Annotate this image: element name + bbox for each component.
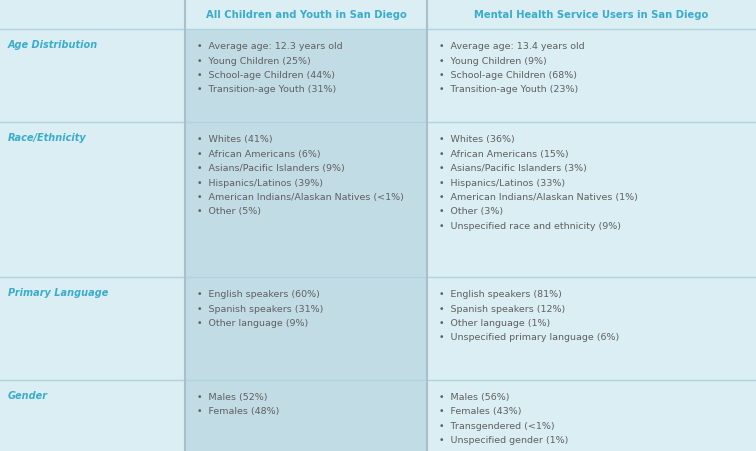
Text: •  Young Children (25%): • Young Children (25%) bbox=[197, 56, 311, 65]
Text: •  Unspecified gender (1%): • Unspecified gender (1%) bbox=[439, 436, 569, 445]
Text: •  School-age Children (68%): • School-age Children (68%) bbox=[439, 71, 577, 80]
Text: Gender: Gender bbox=[8, 390, 48, 400]
Text: •  Whites (41%): • Whites (41%) bbox=[197, 135, 273, 144]
Text: •  Whites (36%): • Whites (36%) bbox=[439, 135, 515, 144]
Text: •  Other language (9%): • Other language (9%) bbox=[197, 318, 308, 327]
Bar bbox=[185, 380, 427, 451]
Text: •  Unspecified race and ethnicity (9%): • Unspecified race and ethnicity (9%) bbox=[439, 221, 621, 230]
Text: •  Females (43%): • Females (43%) bbox=[439, 407, 522, 415]
Bar bbox=[185, 123, 427, 277]
Text: •  English speakers (81%): • English speakers (81%) bbox=[439, 290, 562, 299]
Text: •  Average age: 13.4 years old: • Average age: 13.4 years old bbox=[439, 42, 584, 51]
Text: •  Hispanics/Latinos (39%): • Hispanics/Latinos (39%) bbox=[197, 178, 324, 187]
Bar bbox=[185, 277, 427, 380]
Text: •  Transition-age Youth (23%): • Transition-age Youth (23%) bbox=[439, 85, 578, 94]
Text: Age Distribution: Age Distribution bbox=[8, 40, 98, 50]
Text: All Children and Youth in San Diego: All Children and Youth in San Diego bbox=[206, 10, 407, 20]
Bar bbox=[185, 30, 427, 123]
Text: •  Males (52%): • Males (52%) bbox=[197, 392, 268, 401]
Text: •  African Americans (15%): • African Americans (15%) bbox=[439, 149, 569, 158]
Text: •  Young Children (9%): • Young Children (9%) bbox=[439, 56, 547, 65]
Text: •  Females (48%): • Females (48%) bbox=[197, 407, 280, 415]
Text: •  School-age Children (44%): • School-age Children (44%) bbox=[197, 71, 335, 80]
Text: Race/Ethnicity: Race/Ethnicity bbox=[8, 133, 87, 143]
Text: •  Males (56%): • Males (56%) bbox=[439, 392, 510, 401]
Text: •  Transition-age Youth (31%): • Transition-age Youth (31%) bbox=[197, 85, 336, 94]
Text: •  Spanish speakers (12%): • Spanish speakers (12%) bbox=[439, 304, 565, 313]
Text: Mental Health Service Users in San Diego: Mental Health Service Users in San Diego bbox=[475, 10, 708, 20]
Text: •  Average age: 12.3 years old: • Average age: 12.3 years old bbox=[197, 42, 342, 51]
Text: •  Other language (1%): • Other language (1%) bbox=[439, 318, 550, 327]
Text: •  Asians/Pacific Islanders (3%): • Asians/Pacific Islanders (3%) bbox=[439, 164, 587, 173]
Text: •  Transgendered (<1%): • Transgendered (<1%) bbox=[439, 421, 555, 430]
Text: •  Other (3%): • Other (3%) bbox=[439, 207, 503, 216]
Text: Primary Language: Primary Language bbox=[8, 287, 108, 297]
Text: •  Hispanics/Latinos (33%): • Hispanics/Latinos (33%) bbox=[439, 178, 565, 187]
Text: •  American Indians/Alaskan Natives (1%): • American Indians/Alaskan Natives (1%) bbox=[439, 193, 638, 202]
Text: •  English speakers (60%): • English speakers (60%) bbox=[197, 290, 320, 299]
Text: •  African Americans (6%): • African Americans (6%) bbox=[197, 149, 321, 158]
Text: •  American Indians/Alaskan Natives (<1%): • American Indians/Alaskan Natives (<1%) bbox=[197, 193, 404, 202]
Text: •  Spanish speakers (31%): • Spanish speakers (31%) bbox=[197, 304, 324, 313]
Text: •  Other (5%): • Other (5%) bbox=[197, 207, 262, 216]
Text: •  Unspecified primary language (6%): • Unspecified primary language (6%) bbox=[439, 333, 619, 342]
Text: •  Asians/Pacific Islanders (9%): • Asians/Pacific Islanders (9%) bbox=[197, 164, 345, 173]
